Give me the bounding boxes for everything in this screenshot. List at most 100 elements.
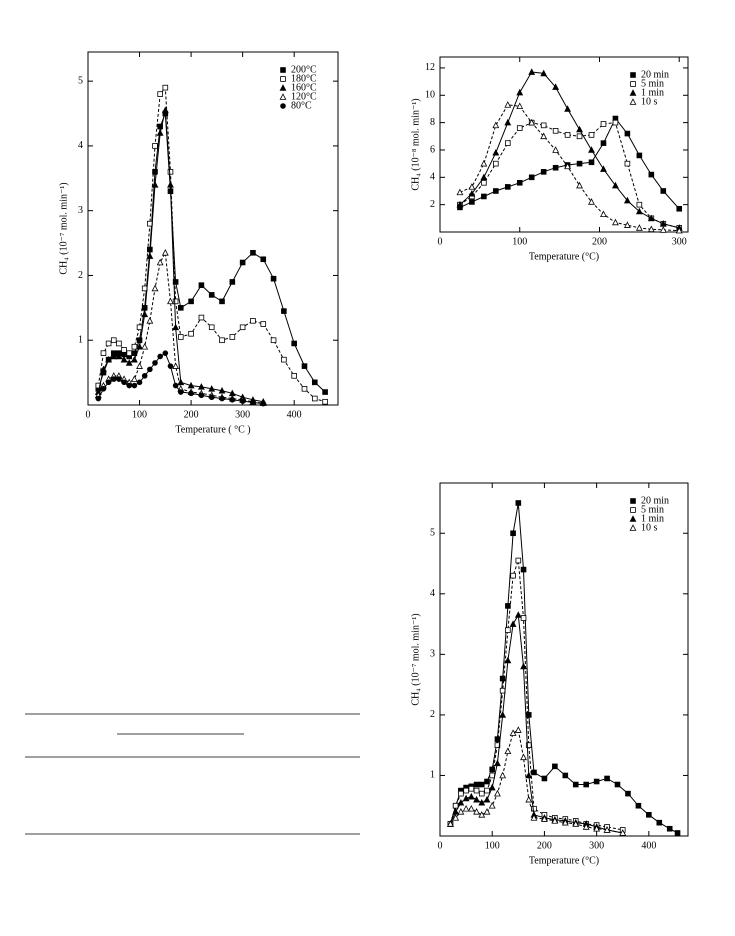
marker <box>147 366 153 373</box>
marker <box>467 805 475 812</box>
x-axis-label: Temperature (°C) <box>529 855 599 866</box>
x-tick-label: 300 <box>235 409 250 420</box>
marker <box>198 282 205 288</box>
marker <box>162 350 169 356</box>
marker <box>564 132 571 138</box>
marker <box>552 146 560 153</box>
marker <box>525 742 532 748</box>
marker <box>130 375 138 382</box>
marker <box>172 298 179 305</box>
marker <box>630 72 636 78</box>
marker <box>576 181 583 189</box>
series-line <box>459 122 680 229</box>
marker <box>483 808 491 815</box>
y-tick-label: 2 <box>78 270 83 281</box>
plot-frame <box>439 56 689 233</box>
marker <box>504 101 512 108</box>
legend-label: 20 min <box>641 69 669 80</box>
marker <box>612 181 619 189</box>
marker <box>208 324 215 331</box>
marker <box>612 119 619 126</box>
marker <box>648 171 655 178</box>
marker <box>478 811 486 818</box>
marker <box>588 159 595 166</box>
marker <box>600 121 607 127</box>
marker <box>674 830 681 836</box>
marker <box>136 337 143 344</box>
y-tick-label: 5 <box>430 528 435 539</box>
marker <box>504 184 511 190</box>
marker <box>281 308 287 314</box>
marker <box>279 93 287 100</box>
marker <box>531 769 537 776</box>
marker <box>624 160 631 167</box>
marker <box>593 778 600 785</box>
marker <box>528 174 535 181</box>
chart: 0 100 200 300 2 4 6 8 10 12 Temperature (°C) CH₄ (1… <box>410 56 689 262</box>
marker <box>647 225 655 233</box>
marker <box>172 382 179 389</box>
marker <box>151 284 159 292</box>
marker <box>146 252 154 259</box>
marker <box>541 775 548 782</box>
marker <box>280 103 286 109</box>
marker <box>462 794 470 802</box>
marker <box>530 814 538 821</box>
marker <box>478 798 486 806</box>
y-axis-label: CH₄ (10⁻⁷ mol. min⁻¹) <box>410 613 421 705</box>
y-tick-label: 4 <box>430 172 435 183</box>
legend-label: 20 min <box>641 495 669 506</box>
marker <box>646 812 652 818</box>
marker <box>462 805 470 812</box>
marker <box>604 775 610 782</box>
y-tick-label: 12 <box>425 62 435 73</box>
marker <box>481 193 487 200</box>
x-tick-label: 100 <box>132 409 147 420</box>
marker <box>630 81 636 87</box>
marker <box>572 820 580 827</box>
marker <box>121 347 127 353</box>
legend-label: 120°C <box>291 91 317 102</box>
marker <box>552 83 560 90</box>
marker <box>157 353 163 360</box>
marker <box>504 118 512 126</box>
marker <box>219 337 225 344</box>
marker <box>121 379 127 386</box>
marker <box>301 363 308 369</box>
marker <box>110 352 118 360</box>
marker <box>270 337 277 344</box>
marker <box>478 790 485 797</box>
legend-label: 10 s <box>641 96 658 107</box>
marker <box>105 355 113 363</box>
marker <box>630 498 636 504</box>
y-tick-label: 2 <box>430 199 435 210</box>
marker <box>528 68 536 75</box>
x-tick-label: 300 <box>589 840 604 851</box>
legend-label: 180°C <box>291 73 317 84</box>
y-tick-label: 10 <box>425 90 435 101</box>
marker <box>458 790 464 797</box>
marker <box>676 205 683 212</box>
marker <box>152 169 158 175</box>
marker <box>260 400 267 407</box>
marker <box>499 687 506 694</box>
marker <box>473 795 480 803</box>
marker <box>469 199 475 205</box>
marker <box>480 159 488 167</box>
marker <box>120 355 128 363</box>
marker <box>551 817 559 824</box>
x-tick-label: 300 <box>672 236 687 247</box>
x-tick-label: 400 <box>287 409 302 420</box>
x-axis-label: Temperature ( °C ) <box>175 424 250 435</box>
marker <box>516 179 523 186</box>
marker <box>600 210 607 218</box>
marker <box>636 201 643 208</box>
marker <box>493 160 499 167</box>
y-tick-label: 5 <box>78 75 83 86</box>
marker <box>499 771 507 779</box>
marker <box>260 321 267 327</box>
marker <box>504 656 512 664</box>
marker <box>629 524 637 531</box>
marker <box>516 102 524 110</box>
marker <box>152 143 158 149</box>
